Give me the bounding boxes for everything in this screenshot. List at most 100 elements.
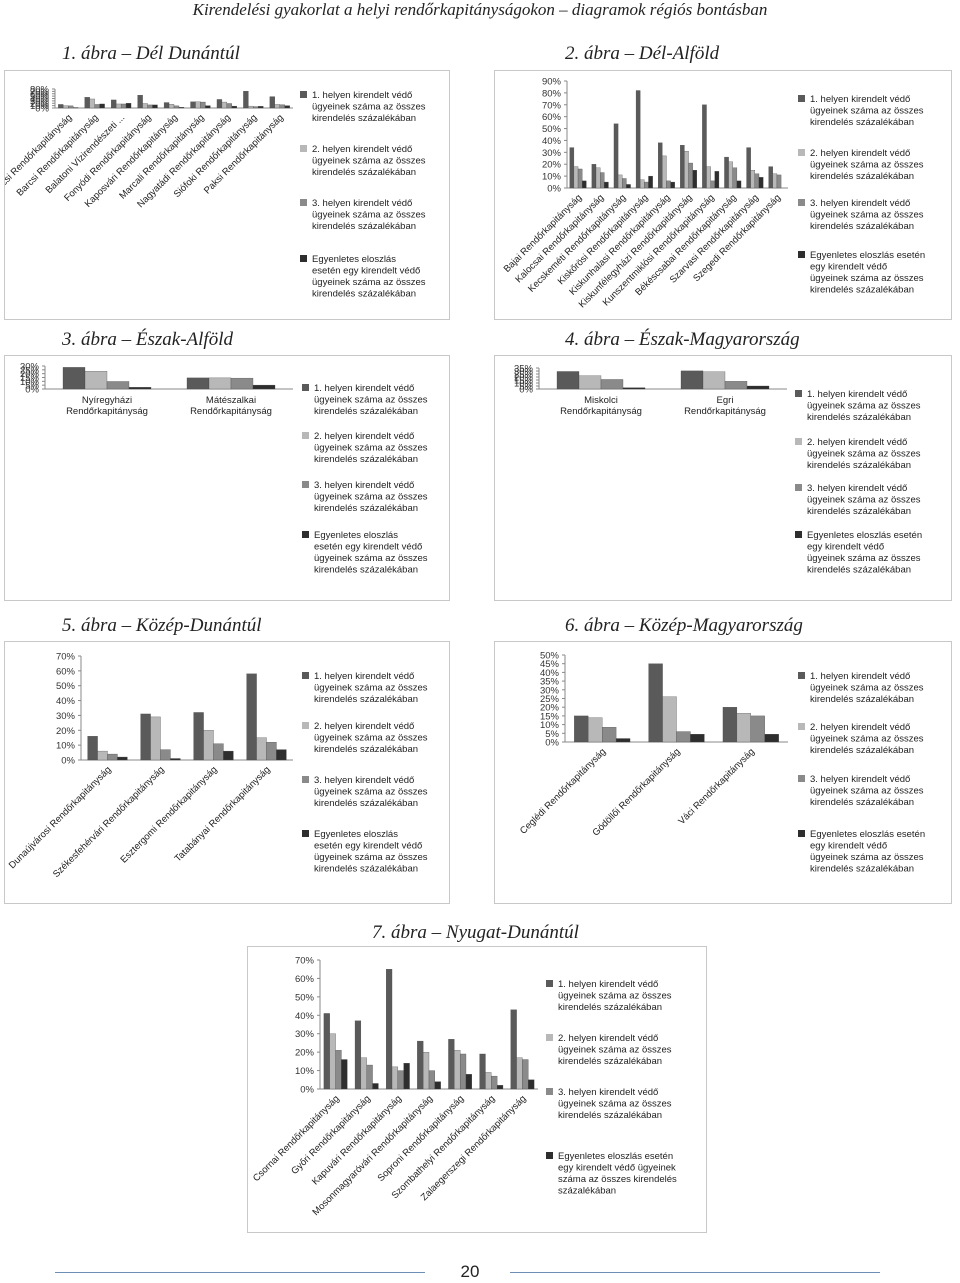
category-label: Székesfehérvári Rendőrkapitányság xyxy=(51,764,167,880)
bar-s2 xyxy=(63,105,69,109)
y-tick-label: 30% xyxy=(20,362,40,373)
legend-swatch-s4 xyxy=(795,531,802,538)
category-label: Esztergomi Rendőrkapitányság xyxy=(118,764,219,865)
bar-s2 xyxy=(248,105,254,109)
bar-s3 xyxy=(600,172,605,189)
bar-s3 xyxy=(688,162,693,189)
bar-s1 xyxy=(574,715,589,743)
legend-label-s1: 1. helyen kirendelt védő ügyeinek száma a… xyxy=(810,671,924,705)
chart-del-dunantul-svg: 0%10%20%30%40%50%60%70%80%Pécsi Rendőrka… xyxy=(5,85,426,300)
chart-kozep-magyarorszag-svg: 0%5%10%15%20%25%30%35%40%45%50% Ceglédi R… xyxy=(518,651,925,875)
figure-caption-1: 1. ábra – Dél Dunántúl xyxy=(62,43,240,64)
legend-label-s4: Egyenletes eloszlás esetén egy kirendelt … xyxy=(314,530,428,576)
bar-s4 xyxy=(434,1081,441,1090)
bar-s4 xyxy=(205,105,211,109)
bar-s4 xyxy=(690,734,705,743)
chart-eszak-alfold-svg: 0%5%10%15%20%25%30% Nyíregyházi Rendőrkapi… xyxy=(20,362,428,576)
legend-swatch-s3 xyxy=(795,484,802,491)
y-tick-label: 0% xyxy=(25,385,39,396)
legend-swatch-s4 xyxy=(302,830,309,837)
bar-s3 xyxy=(459,1053,467,1090)
bar-s2 xyxy=(423,1051,430,1090)
bar-s3 xyxy=(107,753,118,761)
bar-s2 xyxy=(702,371,726,390)
y-tick-label: 10% xyxy=(30,101,50,112)
bar-s2 xyxy=(329,1033,336,1090)
legend-label-s2: 2. helyen kirendelt védő ügyeinek száma a… xyxy=(807,437,921,471)
bar-s2 xyxy=(454,1050,461,1090)
bar-s4 xyxy=(341,1059,348,1090)
bar-s1 xyxy=(84,97,90,109)
y-tick-label: 20% xyxy=(540,703,560,714)
y-tick-label: 30% xyxy=(295,1029,315,1040)
legend-swatch-s2 xyxy=(302,432,309,439)
legend-swatch-s2 xyxy=(795,438,802,445)
bar-s4 xyxy=(604,181,609,189)
bar-s3 xyxy=(230,377,254,390)
bar-s4 xyxy=(528,1079,535,1090)
legend-label-s3: 3. helyen kirendelt védő ügyeinek száma a… xyxy=(314,480,428,514)
bar-s1 xyxy=(111,99,117,109)
category-label: Tatabányai Rendőrkapitányság xyxy=(173,764,273,864)
bar-s4 xyxy=(496,1085,504,1090)
legend-swatch-s3 xyxy=(302,481,309,488)
figure-caption-2: 2. ábra – Dél-Alföld xyxy=(565,43,720,64)
y-tick-label: 70% xyxy=(542,100,562,111)
bar-s1 xyxy=(190,101,196,109)
bar-s3 xyxy=(491,1075,498,1090)
bar-s2 xyxy=(89,98,95,109)
bar-s4 xyxy=(626,184,631,189)
bar-s1 xyxy=(386,969,393,1090)
bar-s1 xyxy=(137,95,143,109)
legend-swatch-s4 xyxy=(300,255,307,262)
legend-swatch-s3 xyxy=(798,199,805,206)
bar-s3 xyxy=(266,742,277,761)
legend-label-s3: 3. helyen kirendelt védő ügyeinek száma a… xyxy=(810,198,924,232)
y-tick-label: 25% xyxy=(20,365,40,376)
bar-s3 xyxy=(577,168,583,189)
bar-s3 xyxy=(750,715,765,743)
bar-s4 xyxy=(152,104,158,109)
y-tick-label: 0% xyxy=(61,756,75,767)
legend-swatch-s4 xyxy=(302,531,309,538)
bar-s1 xyxy=(448,1039,455,1090)
bar-s3 xyxy=(200,101,206,109)
category-label: Váci Rendőrkapitányság xyxy=(676,746,757,827)
bar-s4 xyxy=(648,175,653,189)
bar-s4 xyxy=(670,181,675,189)
bar-s3 xyxy=(522,1059,529,1090)
bar-s3 xyxy=(279,104,285,109)
legend-label-s4: Egyenletes eloszlás esetén egy kirendelt … xyxy=(558,1151,677,1197)
bar-s4 xyxy=(403,1063,410,1090)
category-label: Egri Rendőrkapitányság xyxy=(684,395,766,417)
bar-s3 xyxy=(428,1070,435,1090)
bar-s4 xyxy=(223,750,234,761)
legend-label-s1: 1. helyen kirendelt védő ügyeinek száma a… xyxy=(807,389,921,423)
y-tick-label: 0% xyxy=(35,104,49,115)
bar-s4 xyxy=(125,103,132,109)
y-tick-label: 10% xyxy=(540,720,560,731)
legend-label-s1: 1. helyen kirendelt védő ügyeinek száma a… xyxy=(314,671,428,705)
y-tick-label: 10% xyxy=(542,172,562,183)
y-tick-label: 0% xyxy=(519,385,533,396)
y-tick-label: 50% xyxy=(56,681,76,692)
figure-caption-5: 5. ábra – Közép-Dunántúl xyxy=(62,615,262,636)
legend-label-s2: 2. helyen kirendelt védő ügyeinek száma a… xyxy=(314,431,428,465)
page-number: 20 xyxy=(460,1262,480,1281)
bar-s4 xyxy=(615,738,631,743)
y-tick-label: 50% xyxy=(295,992,315,1003)
bar-s1 xyxy=(354,1020,362,1090)
bar-s3 xyxy=(160,749,171,761)
bar-s1 xyxy=(746,147,751,189)
bar-s3 xyxy=(213,743,224,761)
legend-swatch-s2 xyxy=(798,149,805,156)
y-tick-label: 10% xyxy=(514,379,534,390)
y-tick-label: 20% xyxy=(295,1048,315,1059)
legend-label-s4: Egyenletes eloszlás esetén egy kirendelt … xyxy=(312,254,426,300)
legend-label-s3: 3. helyen kirendelt védő ügyeinek száma a… xyxy=(312,198,426,232)
bar-s2 xyxy=(150,716,161,761)
y-tick-label: 0% xyxy=(300,1085,314,1096)
bar-s1 xyxy=(186,377,210,390)
bar-s2 xyxy=(684,150,689,189)
bar-s2 xyxy=(142,103,148,109)
